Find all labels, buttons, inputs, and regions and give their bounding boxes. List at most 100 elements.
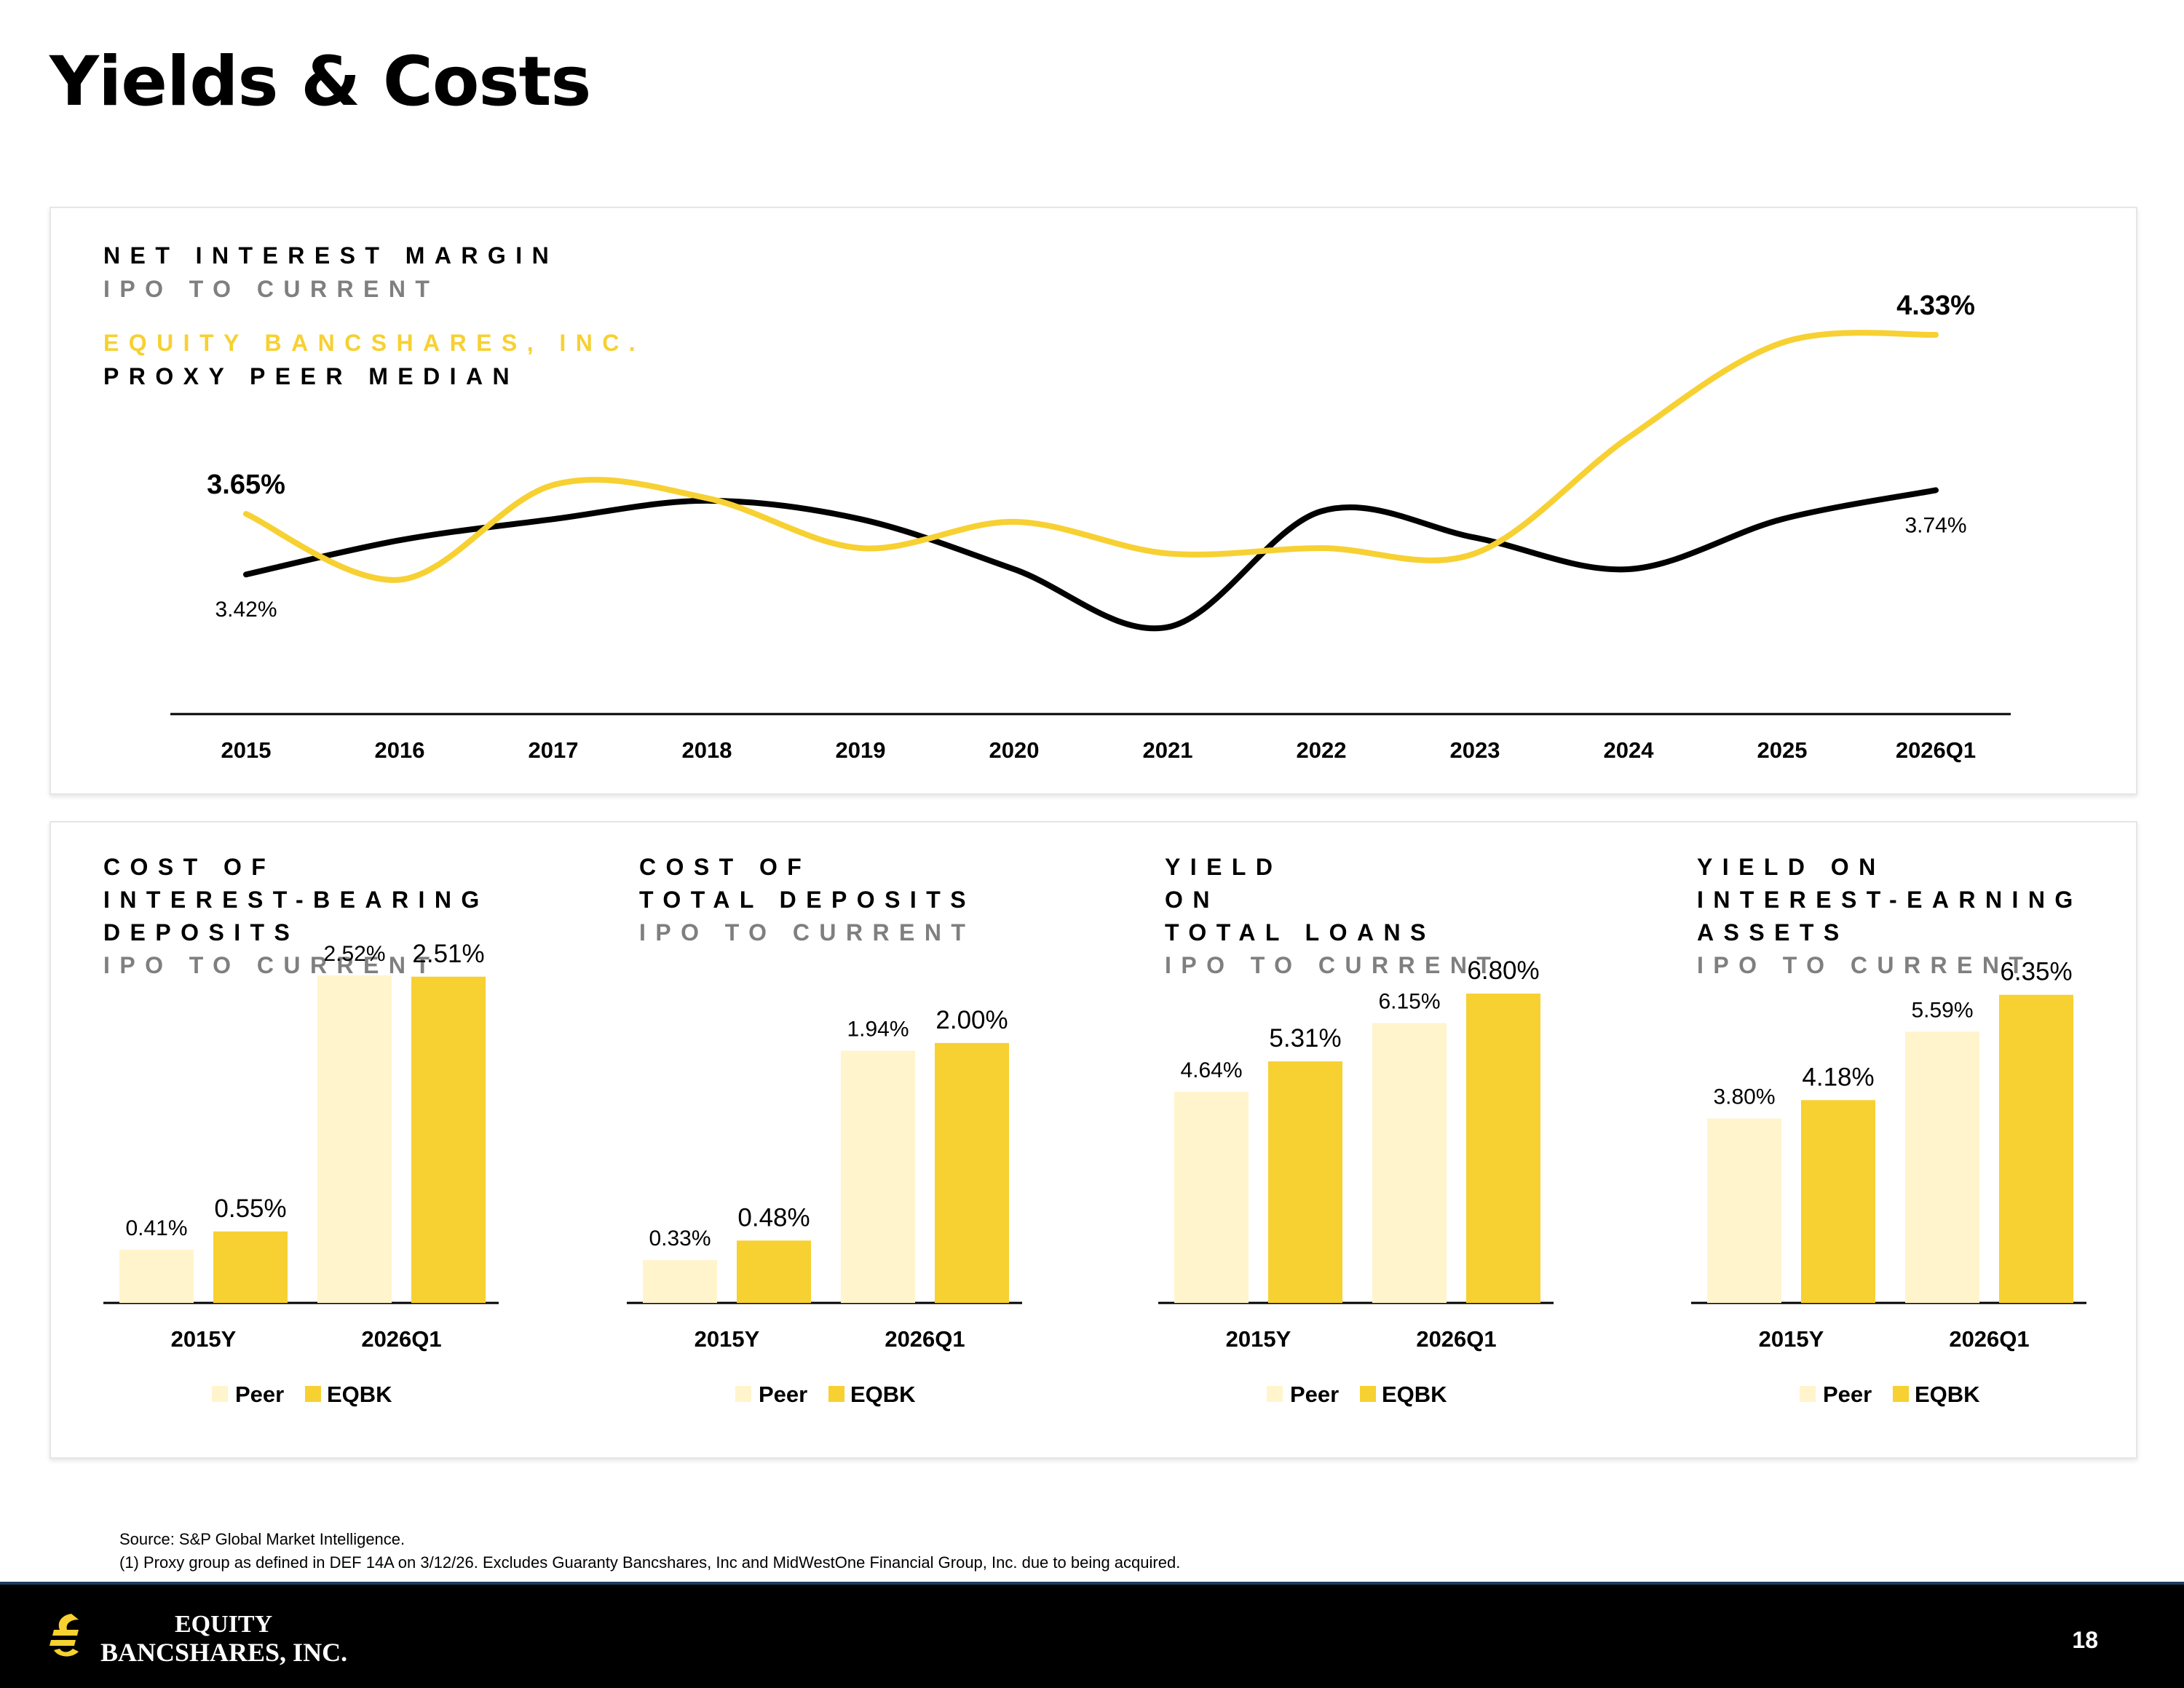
legend-peer-label: Peer xyxy=(1290,1382,1339,1407)
panel-subtitle: IPO TO CURRENT xyxy=(1697,952,2033,978)
eqbk-bar xyxy=(1801,1100,1875,1303)
bar-category-label: 2015Y xyxy=(1759,1326,1824,1352)
nim-x-tick-label: 2019 xyxy=(836,737,886,763)
bar-category-label: 2015Y xyxy=(1226,1326,1291,1352)
eqbk-bar-label: 2.00% xyxy=(935,1006,1008,1034)
eqbk-bar-label: 5.31% xyxy=(1269,1024,1341,1053)
nim-line-chart: 2015 2016 2017 2018 2019 2020 2021 2022 2023 2024… xyxy=(170,290,2011,763)
legend-eqbk-swatch xyxy=(828,1386,844,1402)
nim-x-tick-label: 2018 xyxy=(682,737,732,763)
nim-subtitle: IPO TO CURRENT xyxy=(103,276,440,302)
peer-bar xyxy=(1707,1118,1781,1303)
nim-x-tick-label: 2025 xyxy=(1757,737,1808,763)
panel-subtitle: IPO TO CURRENT xyxy=(1165,952,1501,978)
bar-category-label: 2026Q1 xyxy=(885,1326,965,1352)
nim-x-tick-label: 2017 xyxy=(529,737,579,763)
panel-title-line: ASSETS xyxy=(1697,919,1849,946)
legend-eqbk-label: EQBK xyxy=(1382,1382,1447,1407)
eqbk-bar xyxy=(737,1240,811,1303)
legend-eqbk-label: EQBK xyxy=(327,1382,392,1407)
eqbk-bar-label: 6.80% xyxy=(1467,956,1539,985)
peer-bar xyxy=(643,1260,717,1303)
legend-eqbk-swatch xyxy=(1360,1386,1376,1402)
legend-peer-label: Peer xyxy=(1823,1382,1872,1407)
bar-charts: 0.41% 0.55% 2015Y 2.52% 2.51% 2026Q1 Peer EQBK 0… xyxy=(103,940,2086,1407)
nim-eqbk-data-label: 4.33% xyxy=(1896,290,1975,321)
bar-category-label: 2026Q1 xyxy=(1416,1326,1496,1352)
legend-eqbk-swatch xyxy=(305,1386,321,1402)
legend-peer-swatch xyxy=(1267,1386,1283,1402)
nim-x-tick-label: 2015 xyxy=(221,737,272,763)
panel-title-line: TOTAL DEPOSITS xyxy=(639,887,976,913)
nim-legend-eqbk: EQUITY BANCSHARES, INC. xyxy=(103,330,646,356)
legend-peer-label: Peer xyxy=(759,1382,807,1407)
nim-x-tick-label: 2016 xyxy=(375,737,425,763)
eqbk-bar-label: 2.51% xyxy=(412,940,484,968)
footer-bar: EQUITY BANCSHARES, INC. 18 xyxy=(0,1582,2184,1688)
peer-bar xyxy=(1905,1031,1979,1303)
bar-charts-card: COST OF INTEREST-BEARING DEPOSITS IPO TO CU… xyxy=(50,821,2137,1459)
footnote-proxy-group: (1) Proxy group as defined in DEF 14A on… xyxy=(119,1553,1181,1572)
peer-bar xyxy=(1174,1092,1249,1303)
panel-title-line: COST OF xyxy=(639,854,812,880)
nim-x-tick-label: 2022 xyxy=(1297,737,1347,763)
panel-subtitle: IPO TO CURRENT xyxy=(639,919,976,946)
panel-title-line: YIELD ON xyxy=(1697,854,1886,880)
bar-category-label: 2015Y xyxy=(695,1326,760,1352)
peer-bar-label: 4.64% xyxy=(1180,1058,1242,1082)
panel-subtitle: IPO TO CURRENT xyxy=(103,952,440,978)
peer-bar xyxy=(119,1249,194,1303)
peer-bar-label: 6.15% xyxy=(1378,990,1440,1014)
panel-title-line: INTEREST-BEARING xyxy=(103,887,489,913)
eqbk-bar xyxy=(213,1231,288,1303)
eqbk-bar xyxy=(1466,994,1540,1303)
nim-eqbk-line xyxy=(243,330,1939,583)
peer-bar xyxy=(1372,1023,1447,1303)
peer-bar-label: 0.41% xyxy=(125,1216,187,1240)
eqbk-bar xyxy=(411,976,486,1303)
peer-bar-label: 3.80% xyxy=(1713,1085,1775,1109)
nim-peer-data-label: 3.42% xyxy=(215,598,277,622)
nim-x-tick-label: 2021 xyxy=(1143,737,1193,763)
page-title: Yields & Costs xyxy=(50,42,591,122)
legend-peer-swatch xyxy=(212,1386,228,1402)
eqbk-bar-label: 6.35% xyxy=(2000,958,2072,986)
nim-x-tick-label: 2026Q1 xyxy=(1896,737,1976,763)
nim-eqbk-data-label: 3.65% xyxy=(207,469,285,500)
nim-x-tick-label: 2023 xyxy=(1450,737,1500,763)
peer-bar xyxy=(317,975,392,1303)
eqbk-bar xyxy=(1999,994,2073,1303)
panel-title-line: TOTAL LOANS xyxy=(1165,919,1436,946)
legend-peer-swatch xyxy=(735,1386,751,1402)
logo-text-line2: BANCSHARES, INC. xyxy=(100,1638,348,1667)
logo-text-line1: EQUITY xyxy=(175,1611,273,1638)
panel-title-line: COST OF xyxy=(103,854,276,880)
panel-title-line: YIELD xyxy=(1165,854,1283,880)
panel-title-line: ON xyxy=(1165,887,1219,913)
nim-card: NET INTEREST MARGIN IPO TO CURRENT EQUIT… xyxy=(50,207,2137,795)
legend-eqbk-swatch xyxy=(1893,1386,1909,1402)
panel-title-line: INTEREST-EARNING xyxy=(1697,887,2083,913)
legend-peer-label: Peer xyxy=(235,1382,284,1407)
legend-eqbk-label: EQBK xyxy=(850,1382,916,1407)
nim-peer-line xyxy=(243,487,1939,632)
peer-bar-label: 1.94% xyxy=(847,1018,909,1042)
nim-x-tick-label: 2020 xyxy=(989,737,1040,763)
equity-logo-icon xyxy=(50,1614,79,1657)
eqbk-bar-label: 4.18% xyxy=(1802,1063,1874,1091)
legend-eqbk-label: EQBK xyxy=(1915,1382,1980,1407)
eqbk-bar xyxy=(1268,1061,1342,1303)
bar-category-label: 2026Q1 xyxy=(361,1326,441,1352)
page-number: 18 xyxy=(2072,1627,2098,1653)
peer-bar xyxy=(841,1050,915,1303)
peer-bar-label: 2.52% xyxy=(323,942,385,966)
nim-peer-data-label: 3.74% xyxy=(1904,513,1966,537)
eqbk-bar-label: 0.48% xyxy=(737,1203,810,1232)
nim-x-tick-label: 2024 xyxy=(1604,737,1655,763)
nim-title: NET INTEREST MARGIN xyxy=(103,242,559,269)
bar-category-label: 2026Q1 xyxy=(1949,1326,2029,1352)
eqbk-bar xyxy=(935,1042,1009,1303)
bar-category-label: 2015Y xyxy=(171,1326,237,1352)
footnote-source: Source: S&P Global Market Intelligence. xyxy=(119,1530,405,1548)
peer-bar-label: 0.33% xyxy=(649,1227,711,1251)
